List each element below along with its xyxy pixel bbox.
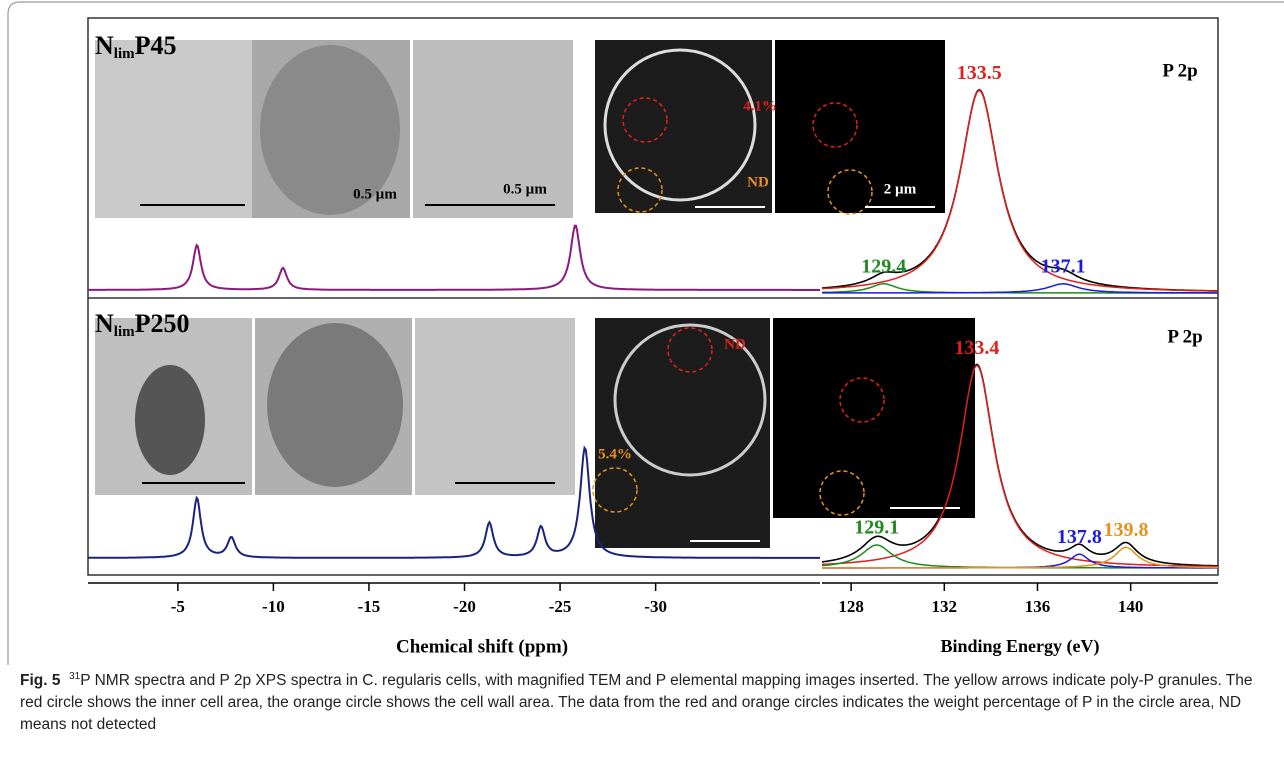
cell: [267, 323, 403, 487]
red-circle: [839, 377, 885, 423]
x-tick-label: 140: [1118, 597, 1144, 616]
scale-label: 0.5 µm: [353, 186, 397, 202]
red-circle: [667, 327, 713, 373]
cell: [613, 323, 767, 477]
peak-label: 133.5: [957, 62, 1002, 84]
peak-label: 137.8: [1057, 526, 1102, 548]
x-axis-title: Chemical shift (ppm): [396, 636, 568, 657]
orange-circle: [617, 167, 663, 213]
x-tick-label: -30: [644, 597, 667, 616]
x-tick-label: -10: [262, 597, 285, 616]
caption-label: Fig. 5: [20, 672, 61, 690]
map-label: 4.1%: [743, 98, 777, 114]
xps-component: [822, 546, 1218, 569]
x-axis-title: Binding Energy (eV): [940, 636, 1099, 657]
caption: Fig. 5 31P NMR spectra and P 2p XPS spec…: [20, 666, 1260, 736]
nmr-spectrum: [88, 445, 820, 559]
cell: [260, 45, 400, 215]
peak-label: 139.8: [1103, 519, 1148, 541]
cell: [603, 48, 757, 202]
x-tick-label: -15: [358, 597, 381, 616]
xps-label: P 2p: [1167, 326, 1202, 347]
orange-circle: [592, 467, 638, 513]
tem-image: [95, 40, 252, 218]
xps-label: P 2p: [1162, 60, 1197, 81]
panel-box: [87, 17, 1219, 576]
frame: [7, 1, 1284, 665]
peak-label: 129.1: [854, 517, 899, 539]
peak-label: 137.1: [1041, 255, 1086, 277]
nmr-spectrum: [88, 224, 820, 291]
figure: Chemical shift (ppm) Binding Energy (eV)…: [7, 1, 1284, 665]
orange-circle: [827, 169, 873, 215]
panel-label-main: N: [95, 31, 114, 60]
tem-image: [415, 318, 575, 495]
orange-circle: [819, 470, 865, 516]
map-label: ND: [724, 336, 746, 352]
scale-label: 0.5 µm: [503, 181, 547, 197]
panel-label-sub: lim: [114, 46, 135, 62]
map-image: [595, 40, 772, 213]
micrographs: [95, 40, 975, 548]
panel-label: NlimP45: [95, 31, 177, 62]
scale-label: 2 µm: [884, 181, 917, 197]
caption-text: P NMR spectra and P 2p XPS spectra in C.…: [20, 672, 1253, 734]
panel-label: NlimP250: [95, 309, 190, 340]
x-tick-label: -25: [549, 597, 572, 616]
x-tick-label: -20: [453, 597, 476, 616]
peak-label: 129.4: [861, 255, 906, 277]
map-image: [775, 40, 945, 213]
x-tick-label: -5: [171, 597, 185, 616]
panel-label-tail: P45: [135, 31, 177, 60]
xps-component: [821, 364, 1218, 568]
tem-image: [413, 40, 573, 218]
panel-label-tail: P250: [135, 309, 190, 338]
x-tick-label: 132: [932, 597, 958, 616]
x-tick-label: 136: [1025, 597, 1051, 616]
red-circle: [812, 102, 858, 148]
panel-label-main: N: [95, 309, 114, 338]
panel-label-sub: lim: [114, 324, 135, 340]
x-tick-label: 128: [838, 597, 864, 616]
granule: [135, 365, 205, 475]
red-circle: [622, 97, 668, 143]
map-label: ND: [747, 174, 769, 190]
xps-component: [822, 283, 1218, 294]
caption-sup: 31: [69, 671, 81, 682]
map-label: 5.4%: [598, 446, 632, 462]
xps-component: [821, 89, 1218, 292]
peak-label: 133.4: [954, 337, 999, 359]
